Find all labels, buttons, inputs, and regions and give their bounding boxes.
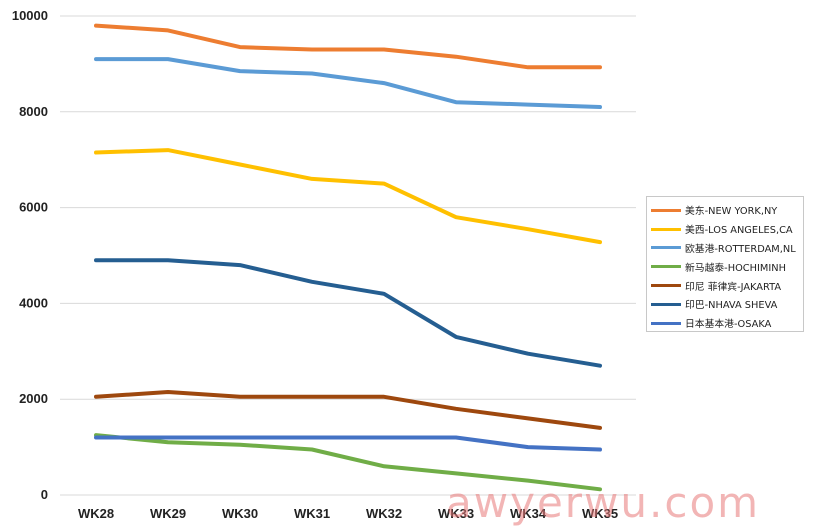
legend-swatch xyxy=(651,321,681,325)
series-lines xyxy=(94,23,602,492)
x-tick-label: WK33 xyxy=(438,506,474,521)
series-line-1 xyxy=(94,23,602,70)
legend-label: 新马越泰-HOCHIMINH xyxy=(685,262,786,274)
legend-label: 欧基港-ROTTERDAM,NL xyxy=(685,243,796,255)
x-tick-label: WK31 xyxy=(294,506,330,521)
y-axis-ticks: 0 2000 4000 6000 8000 10000 xyxy=(12,8,48,502)
legend-item: 印巴-NHAVA SHEVA xyxy=(651,295,803,314)
y-tick-label: 0 xyxy=(41,487,48,502)
legend-item: 欧基港-ROTTERDAM,NL xyxy=(651,239,803,258)
y-tick-label: 2000 xyxy=(19,391,48,406)
y-tick-label: 8000 xyxy=(19,104,48,119)
legend-item: 新马越泰-HOCHIMINH xyxy=(651,257,803,276)
x-axis-ticks: WK28 WK29 WK30 WK31 WK32 WK33 WK34 WK35 xyxy=(78,506,618,521)
legend-swatch xyxy=(651,227,681,231)
x-tick-label: WK35 xyxy=(582,506,618,521)
series-line-7 xyxy=(94,435,602,452)
x-tick-label: WK29 xyxy=(150,506,186,521)
legend-label: 美东-NEW YORK,NY xyxy=(685,206,778,218)
series-line-5 xyxy=(94,390,602,430)
series-line-3 xyxy=(94,57,602,109)
y-tick-label: 4000 xyxy=(19,295,48,310)
legend-label: 日本基本港-OSAKA xyxy=(685,319,772,331)
legend-item: 美西-LOS ANGELES,CA xyxy=(651,220,803,239)
y-tick-label: 6000 xyxy=(19,200,48,215)
legend-label: 美西-LOS ANGELES,CA xyxy=(685,225,793,237)
series-line-2 xyxy=(94,148,602,245)
series-line-6 xyxy=(94,258,602,368)
x-tick-label: WK34 xyxy=(510,506,547,521)
legend-item: 印尼 菲律宾-JAKARTA xyxy=(651,276,803,295)
legend-swatch xyxy=(651,246,681,250)
legend-swatch xyxy=(651,208,681,212)
series-line-4 xyxy=(94,433,602,492)
gridlines xyxy=(60,15,636,496)
legend-swatch xyxy=(651,284,681,288)
x-tick-label: WK30 xyxy=(222,506,258,521)
legend-item: 美东-NEW YORK,NY xyxy=(651,201,803,220)
x-tick-label: WK32 xyxy=(366,506,402,521)
chart-legend: 美东-NEW YORK,NY 美西-LOS ANGELES,CA 欧基港-ROTTE… xyxy=(646,196,804,332)
legend-label: 印尼 菲律宾-JAKARTA xyxy=(685,281,782,293)
y-tick-label: 10000 xyxy=(12,8,48,23)
legend-swatch xyxy=(651,265,681,269)
legend-swatch xyxy=(651,302,681,306)
x-tick-label: WK28 xyxy=(78,506,114,521)
legend-label: 印巴-NHAVA SHEVA xyxy=(685,300,778,312)
legend-item: 日本基本港-OSAKA xyxy=(651,314,803,333)
